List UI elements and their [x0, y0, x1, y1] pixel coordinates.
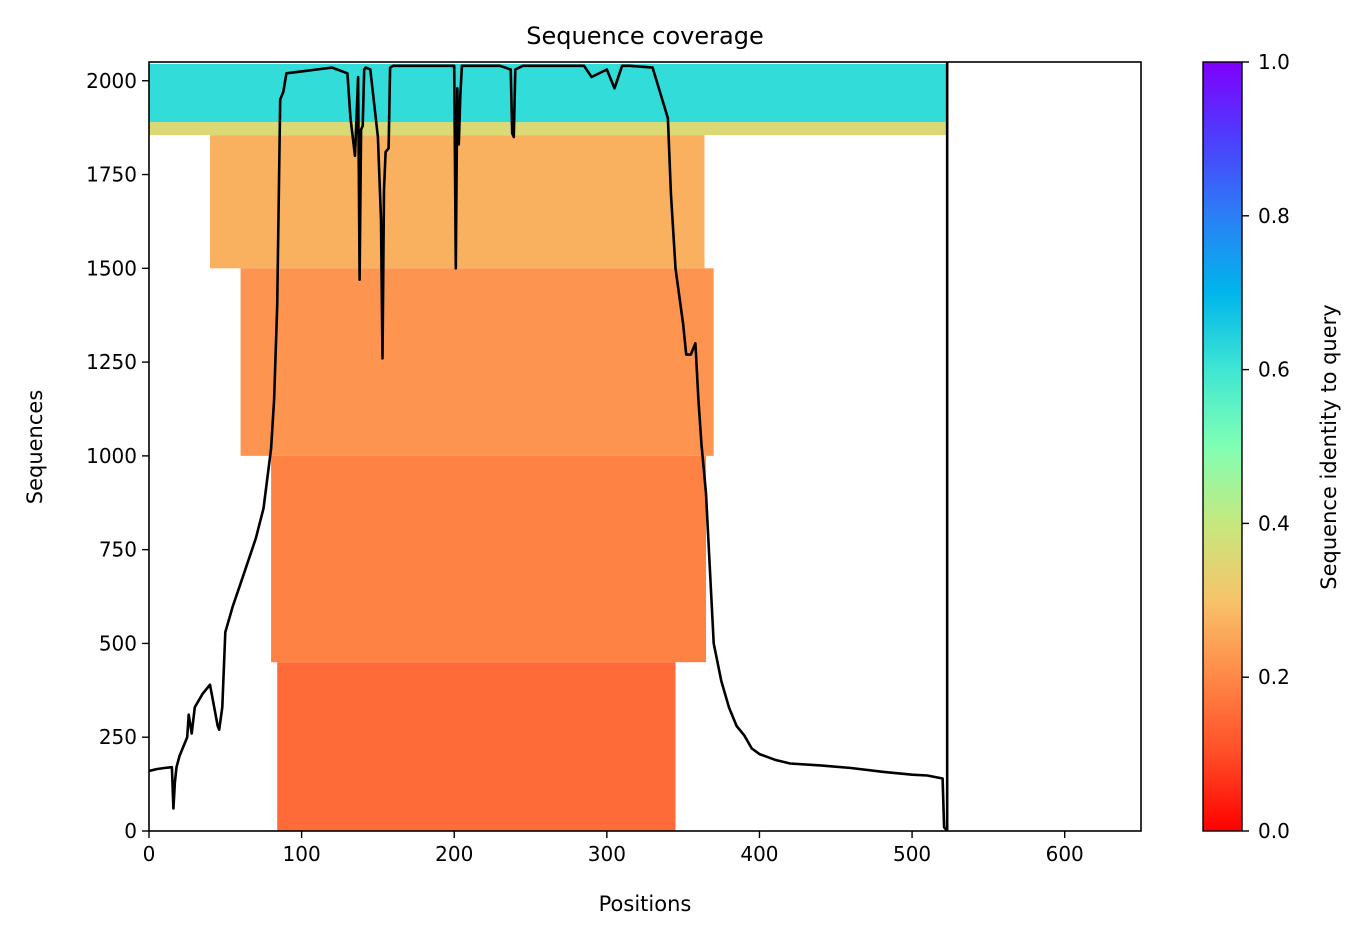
- y-tick-label: 1250: [86, 350, 137, 374]
- x-tick-label: 0: [143, 842, 156, 866]
- x-tick-label: 100: [283, 842, 321, 866]
- y-tick-label: 500: [99, 631, 137, 655]
- x-tick-label: 200: [435, 842, 473, 866]
- y-axis-ticks: 0 250 500 750 1000 1250 1500 1750 2000: [86, 69, 149, 843]
- coverage-line-layer: [149, 62, 949, 831]
- alignment-blocks: [149, 63, 948, 831]
- y-axis-label: Sequences: [23, 390, 47, 505]
- x-axis-ticks: 0 100 200 300 400 500 600: [143, 831, 1084, 866]
- y-tick-label: 1000: [86, 444, 137, 468]
- y-tick-label: 2000: [86, 69, 137, 93]
- y-tick-label: 0: [124, 819, 137, 843]
- y-tick-label: 250: [99, 725, 137, 749]
- alignment-block: [149, 63, 948, 123]
- chart-title: Sequence coverage: [526, 22, 763, 50]
- x-tick-label: 500: [893, 842, 931, 866]
- y-tick-label: 1500: [86, 256, 137, 280]
- colorbar: [1202, 61, 1243, 832]
- colorbar-tick-label: 1.0: [1258, 50, 1290, 74]
- colorbar-tick-label: 0.0: [1258, 819, 1290, 843]
- y-tick-label: 750: [99, 538, 137, 562]
- alignment-block: [271, 455, 707, 663]
- x-tick-label: 600: [1046, 842, 1084, 866]
- plot-frame: [148, 61, 1142, 832]
- colorbar-tick-label: 0.2: [1258, 665, 1290, 689]
- colorbar-tick-label: 0.4: [1258, 511, 1290, 535]
- alignment-block: [149, 122, 948, 136]
- colorbar-tick-label: 0.6: [1258, 358, 1290, 382]
- x-tick-label: 400: [740, 842, 778, 866]
- alignment-block: [240, 268, 714, 456]
- y-tick-label: 1750: [86, 163, 137, 187]
- coverage-line: [149, 64, 949, 831]
- colorbar-tick-label: 0.8: [1258, 204, 1290, 228]
- x-tick-label: 300: [588, 842, 626, 866]
- alignment-block: [277, 662, 676, 831]
- x-axis-label: Positions: [599, 892, 692, 916]
- colorbar-ticks: 0.0 0.2 0.4 0.6 0.8 1.0: [1242, 50, 1290, 843]
- colorbar-label: Sequence identity to query: [1317, 304, 1341, 589]
